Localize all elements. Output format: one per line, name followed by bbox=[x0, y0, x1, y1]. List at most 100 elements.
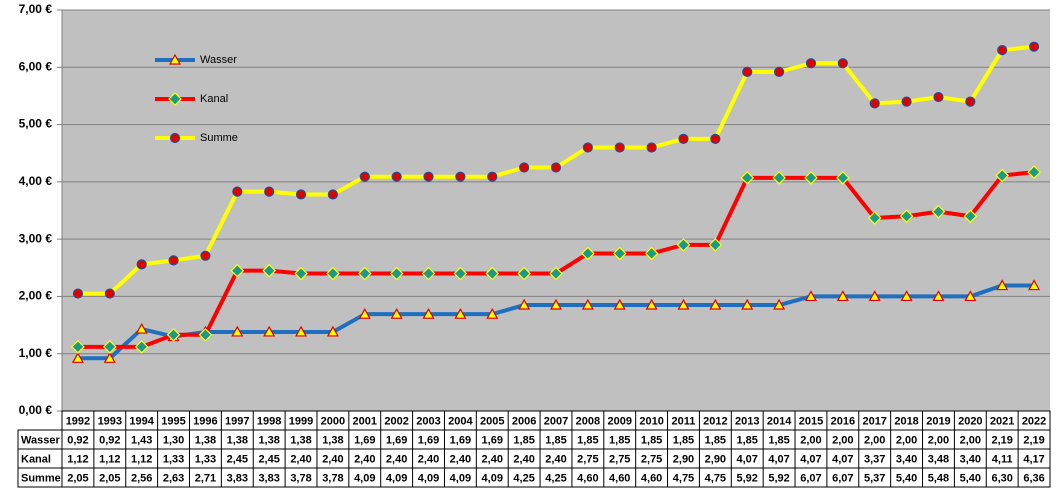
table-value: 1,85 bbox=[513, 434, 534, 446]
table-value: 6,07 bbox=[800, 472, 821, 484]
table-value: 1,38 bbox=[322, 434, 343, 446]
x-tick-label: 2019 bbox=[926, 415, 950, 427]
marker bbox=[837, 58, 848, 69]
table-value: 4,75 bbox=[705, 472, 726, 484]
table-value: 3,78 bbox=[322, 472, 343, 484]
marker bbox=[613, 298, 626, 310]
marker bbox=[899, 209, 914, 224]
table-value: 2,05 bbox=[99, 472, 120, 484]
x-tick-label: 1994 bbox=[129, 415, 154, 427]
marker bbox=[519, 162, 530, 173]
table-value: 1,85 bbox=[609, 434, 630, 446]
marker bbox=[72, 288, 84, 299]
marker bbox=[326, 266, 340, 281]
y-tick-label: 4,00 € bbox=[19, 174, 53, 188]
table-value: 5,48 bbox=[928, 472, 949, 484]
marker bbox=[964, 290, 977, 302]
marker bbox=[582, 142, 593, 153]
marker bbox=[518, 298, 531, 310]
marker bbox=[931, 204, 946, 219]
table-value: 5,40 bbox=[960, 472, 981, 484]
x-tick-label: 2005 bbox=[480, 415, 504, 427]
marker bbox=[327, 189, 339, 200]
legend-label: Kanal bbox=[200, 93, 228, 105]
marker bbox=[487, 171, 498, 182]
table-value: 5,40 bbox=[896, 472, 917, 484]
marker bbox=[772, 170, 786, 185]
table-value: 2,40 bbox=[450, 453, 471, 465]
legend-label: Wasser bbox=[200, 54, 237, 66]
x-tick-label: 1999 bbox=[289, 415, 313, 427]
marker bbox=[581, 298, 594, 310]
x-tick-label: 2001 bbox=[353, 415, 377, 427]
marker bbox=[263, 325, 276, 337]
x-tick-label: 2016 bbox=[831, 415, 855, 427]
marker bbox=[1028, 41, 1040, 52]
y-tick-label: 5,00 € bbox=[19, 117, 53, 131]
marker bbox=[389, 266, 404, 281]
table-value: 5,92 bbox=[737, 472, 758, 484]
marker bbox=[932, 290, 945, 302]
marker bbox=[71, 352, 84, 363]
marker bbox=[773, 298, 786, 310]
table-value: 1,12 bbox=[99, 453, 120, 465]
table-value: 2,90 bbox=[705, 453, 726, 465]
x-tick-label: 2006 bbox=[512, 415, 536, 427]
table-value: 2,00 bbox=[928, 434, 949, 446]
x-tick-label: 1998 bbox=[257, 415, 281, 427]
table-value: 4,07 bbox=[768, 453, 789, 465]
table-value: 2,75 bbox=[609, 453, 630, 465]
marker bbox=[741, 298, 754, 310]
table-value: 5,37 bbox=[864, 472, 885, 484]
table-value: 4,09 bbox=[482, 472, 503, 484]
table-value: 1,38 bbox=[290, 434, 311, 446]
table-value: 2,75 bbox=[641, 453, 662, 465]
marker bbox=[804, 170, 818, 185]
marker bbox=[136, 259, 147, 270]
marker bbox=[71, 339, 85, 354]
table-value: 1,85 bbox=[577, 434, 598, 446]
marker bbox=[614, 142, 625, 153]
table-value: 2,40 bbox=[513, 453, 534, 465]
marker bbox=[517, 266, 531, 281]
marker bbox=[168, 255, 179, 266]
table-value: 4,09 bbox=[450, 472, 471, 484]
table-value: 2,40 bbox=[386, 453, 407, 465]
table-value: 4,25 bbox=[545, 472, 566, 484]
table-value: 2,00 bbox=[896, 434, 917, 446]
marker bbox=[900, 290, 913, 302]
marker bbox=[264, 186, 275, 197]
marker bbox=[995, 168, 1010, 183]
x-tick-label: 2020 bbox=[958, 415, 982, 427]
table-value: 6,30 bbox=[991, 472, 1012, 484]
y-tick-label: 1,00 € bbox=[19, 346, 53, 360]
table-value: 0,92 bbox=[99, 434, 120, 446]
table-value: 4,07 bbox=[800, 453, 821, 465]
table-value: 3,83 bbox=[227, 472, 248, 484]
table-value: 4,09 bbox=[418, 472, 439, 484]
marker bbox=[867, 211, 882, 225]
marker bbox=[835, 170, 850, 185]
marker bbox=[804, 290, 817, 302]
x-tick-label: 2014 bbox=[767, 415, 792, 427]
marker bbox=[773, 66, 785, 77]
table-value: 1,12 bbox=[67, 453, 88, 465]
table-value: 2,40 bbox=[482, 453, 503, 465]
table-value: 1,38 bbox=[195, 434, 216, 446]
table-value: 2,45 bbox=[227, 453, 248, 465]
table-value: 3,37 bbox=[864, 453, 885, 465]
table-value: 1,43 bbox=[131, 434, 152, 446]
marker bbox=[965, 96, 976, 107]
marker bbox=[359, 171, 370, 182]
table-value: 2,90 bbox=[673, 453, 694, 465]
table-value: 6,36 bbox=[1023, 472, 1044, 484]
marker bbox=[549, 266, 563, 281]
table-value: 2,05 bbox=[67, 472, 88, 484]
table-value: 1,33 bbox=[163, 453, 184, 465]
x-tick-label: 2021 bbox=[990, 415, 1014, 427]
marker bbox=[805, 58, 817, 69]
marker bbox=[485, 266, 500, 281]
marker bbox=[997, 44, 1008, 56]
x-tick-label: 1997 bbox=[225, 415, 249, 427]
